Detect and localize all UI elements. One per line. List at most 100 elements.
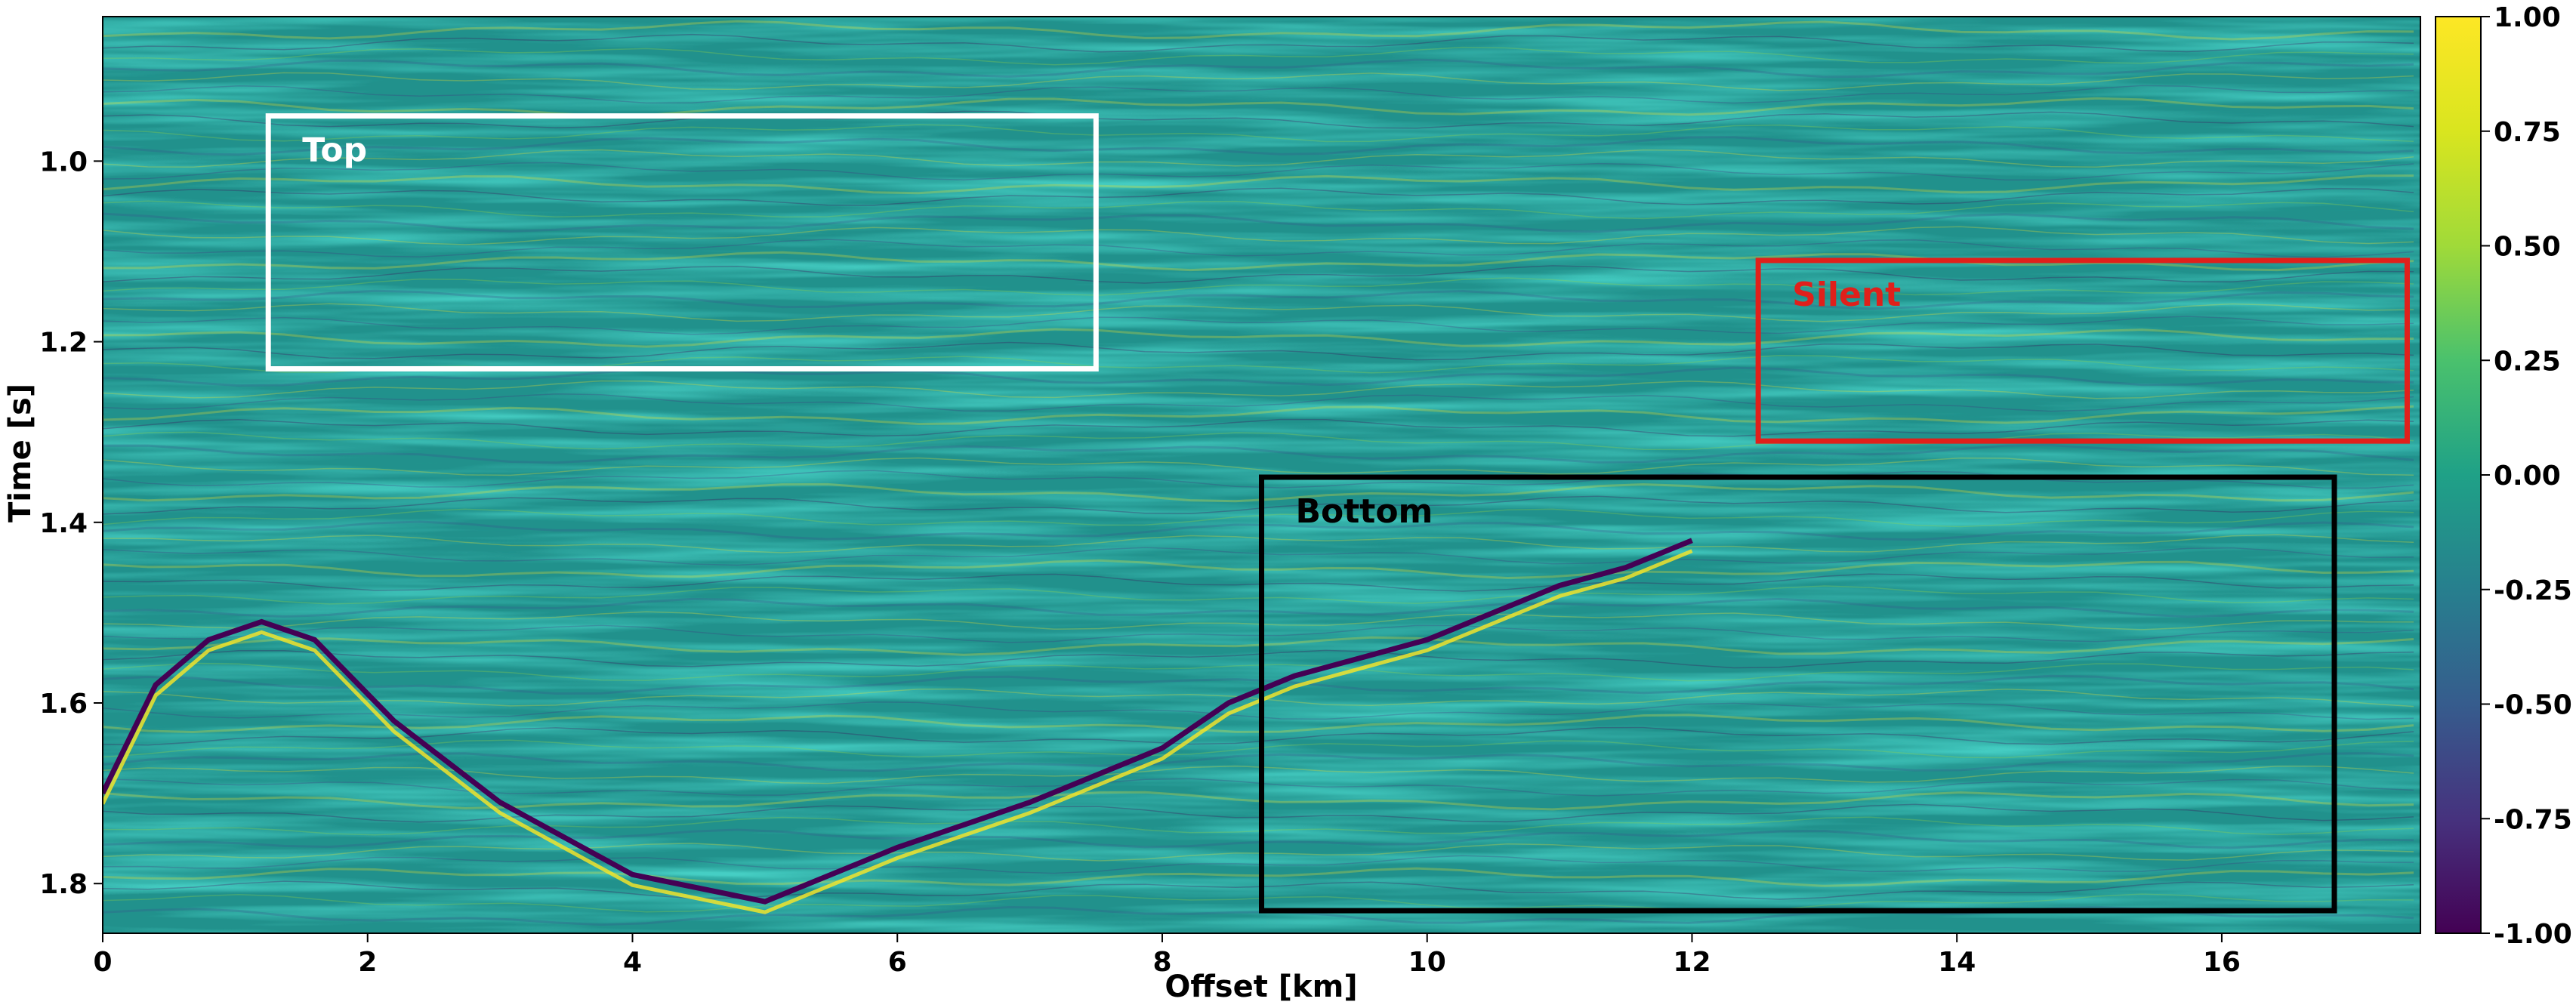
reflector-layer (103, 816, 2414, 836)
reflector-layer (103, 265, 2414, 284)
reflector-layer (103, 778, 2414, 797)
reflector-layer (103, 328, 2414, 348)
reflector-layer (103, 611, 2414, 630)
reflector-layer (103, 239, 2414, 258)
x-tick-label: 8 (1152, 947, 1171, 978)
reflector-layer (103, 701, 2414, 720)
reflector-layer (103, 46, 2414, 66)
reflector-layer (103, 162, 2414, 181)
reflector-layer (103, 520, 2414, 541)
x-axis-label: Offset [km] (1165, 969, 1357, 1004)
y-tick-label: 1.2 (39, 328, 88, 359)
horizon-line (103, 538, 1693, 905)
reflector-layer (103, 110, 2414, 129)
reflector-layer (103, 85, 2414, 104)
reflector-layer (103, 289, 2414, 310)
y-tick-label: 1.4 (39, 508, 88, 539)
reflector-layer (103, 366, 2414, 387)
colorbar-tick-label: -0.25 (2494, 575, 2572, 606)
colorbar-tick-label: 0.75 (2494, 117, 2561, 148)
x-tick-label: 14 (1938, 947, 1976, 978)
reflector-layer (103, 187, 2414, 206)
reflector-layer (103, 880, 2414, 900)
reflector-layer (103, 828, 2414, 849)
reflector-layer (103, 72, 2414, 91)
colorbar-tick-label: -0.75 (2494, 804, 2572, 835)
reflector-layer (103, 380, 2414, 399)
reflector-layer (103, 893, 2414, 913)
plot-frame (102, 16, 2421, 934)
annotation-box-bottom (1259, 474, 2337, 914)
reflector-layer (103, 58, 2414, 79)
y-tick-label: 1.0 (39, 146, 88, 177)
colorbar-gradient (2435, 16, 2482, 934)
reflector-layer (103, 791, 2414, 811)
reflector-layer (103, 303, 2414, 322)
colorbar-tick-label: -0.50 (2494, 690, 2572, 721)
reflector-layer (103, 431, 2414, 451)
reflector-layer (103, 457, 2414, 476)
reflector-layer (103, 636, 2414, 656)
reflector-layer (103, 444, 2414, 464)
reflector-layer (103, 674, 2414, 695)
reflector-layers (103, 20, 2414, 926)
annotation-box-top (265, 113, 1099, 371)
reflector-layer (103, 495, 2414, 515)
reflector-layer (103, 803, 2414, 823)
reflector-layer (103, 662, 2414, 682)
reflector-layer (103, 33, 2414, 53)
reflector-layer (103, 559, 2414, 580)
x-tick-label: 0 (93, 947, 112, 978)
x-tick-label: 12 (1673, 947, 1711, 978)
reflector-layer (103, 649, 2414, 669)
reflector-layer (103, 597, 2414, 618)
x-tick-label: 10 (1408, 947, 1446, 978)
reflector-layer (103, 688, 2414, 707)
reflector-layer (103, 174, 2414, 195)
annotation-box-silent (1755, 257, 2410, 444)
reflector-layer (103, 226, 2414, 245)
reflector-layer (103, 855, 2414, 874)
annotation-label-silent: Silent (1792, 276, 1901, 314)
reflector-layer (103, 341, 2414, 361)
reflector-layer (103, 20, 2414, 41)
reflector-layer (103, 624, 2414, 643)
reflector-layer (103, 765, 2414, 785)
reflector-layer (103, 843, 2414, 862)
reflector-layer (103, 534, 2414, 553)
y-axis-label: Time [s] (3, 384, 38, 522)
reflector-layer (103, 752, 2414, 772)
y-tick-label: 1.6 (39, 689, 88, 720)
x-tick-label: 6 (888, 947, 907, 978)
reflector-layer (103, 585, 2414, 605)
colorbar-tick-label: 1.00 (2494, 2, 2561, 33)
horizon-reflector (103, 538, 1693, 914)
colorbar-tick-label: 0.00 (2494, 461, 2561, 492)
x-tick-label: 16 (2203, 947, 2241, 978)
y-tick-label: 1.8 (39, 869, 88, 900)
reflector-layer (103, 393, 2414, 412)
colorbar: 1.00 0.75 0.50 0.25 0.00 -0.25 -0.50 -0.75 -1.00 (2435, 2, 2572, 950)
reflector-layer (103, 547, 2414, 566)
colorbar-tick-label: 0.50 (2494, 232, 2561, 263)
reflector-layer (103, 418, 2414, 437)
reflector-layer (103, 200, 2414, 220)
reflector-layer (103, 573, 2414, 592)
annotation-label-top: Top (302, 131, 367, 170)
colorbar-tick-label: -1.00 (2494, 919, 2572, 950)
reflector-layer (103, 508, 2414, 528)
annotation-label-bottom: Bottom (1296, 492, 1433, 531)
reflector-layer (103, 97, 2414, 118)
reflector-layer (103, 739, 2414, 759)
y-axis: 1.0 1.2 1.4 1.6 1.8 (39, 146, 103, 900)
reflector-layer (103, 212, 2414, 233)
reflector-layer (103, 149, 2414, 168)
reflector-layer (103, 124, 2414, 143)
horizon-line-secondary (103, 549, 1693, 914)
reflector-layer (103, 405, 2414, 426)
reflector-layer (103, 251, 2414, 272)
reflector-layer (103, 277, 2414, 296)
annotation-boxes: Top Silent Bottom (265, 113, 2410, 914)
reflector-layer (103, 316, 2414, 335)
